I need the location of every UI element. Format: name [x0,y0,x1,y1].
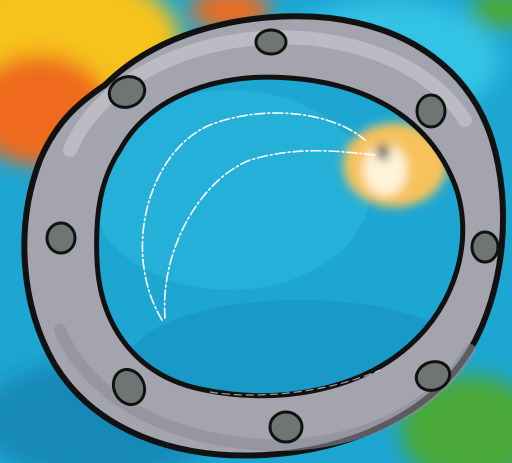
glint-arc-inner [163,149,376,319]
glint-arc-outer [141,112,366,321]
porthole-ring-shadow [54,324,476,452]
bolt-icon [254,28,288,56]
glass-glint-icon [141,112,376,321]
bolt-icon [111,367,147,407]
bolt-icon [268,410,304,444]
porthole-glass [96,77,463,396]
seaweed-top-blob [470,0,512,30]
bolt-icon [415,93,447,129]
porthole-icon [21,13,506,459]
glint-bottom [209,369,381,396]
fish-icon [343,123,447,207]
bolt-icon [107,75,147,109]
bolt-icon [470,230,500,264]
bolt-icon [414,360,452,392]
bolt-icon [45,221,77,255]
fish-eye [377,144,389,160]
porthole-glass-outline [94,74,466,399]
fish-face [363,144,407,196]
glass-water-light [96,90,370,290]
porthole-bolts [45,28,500,444]
